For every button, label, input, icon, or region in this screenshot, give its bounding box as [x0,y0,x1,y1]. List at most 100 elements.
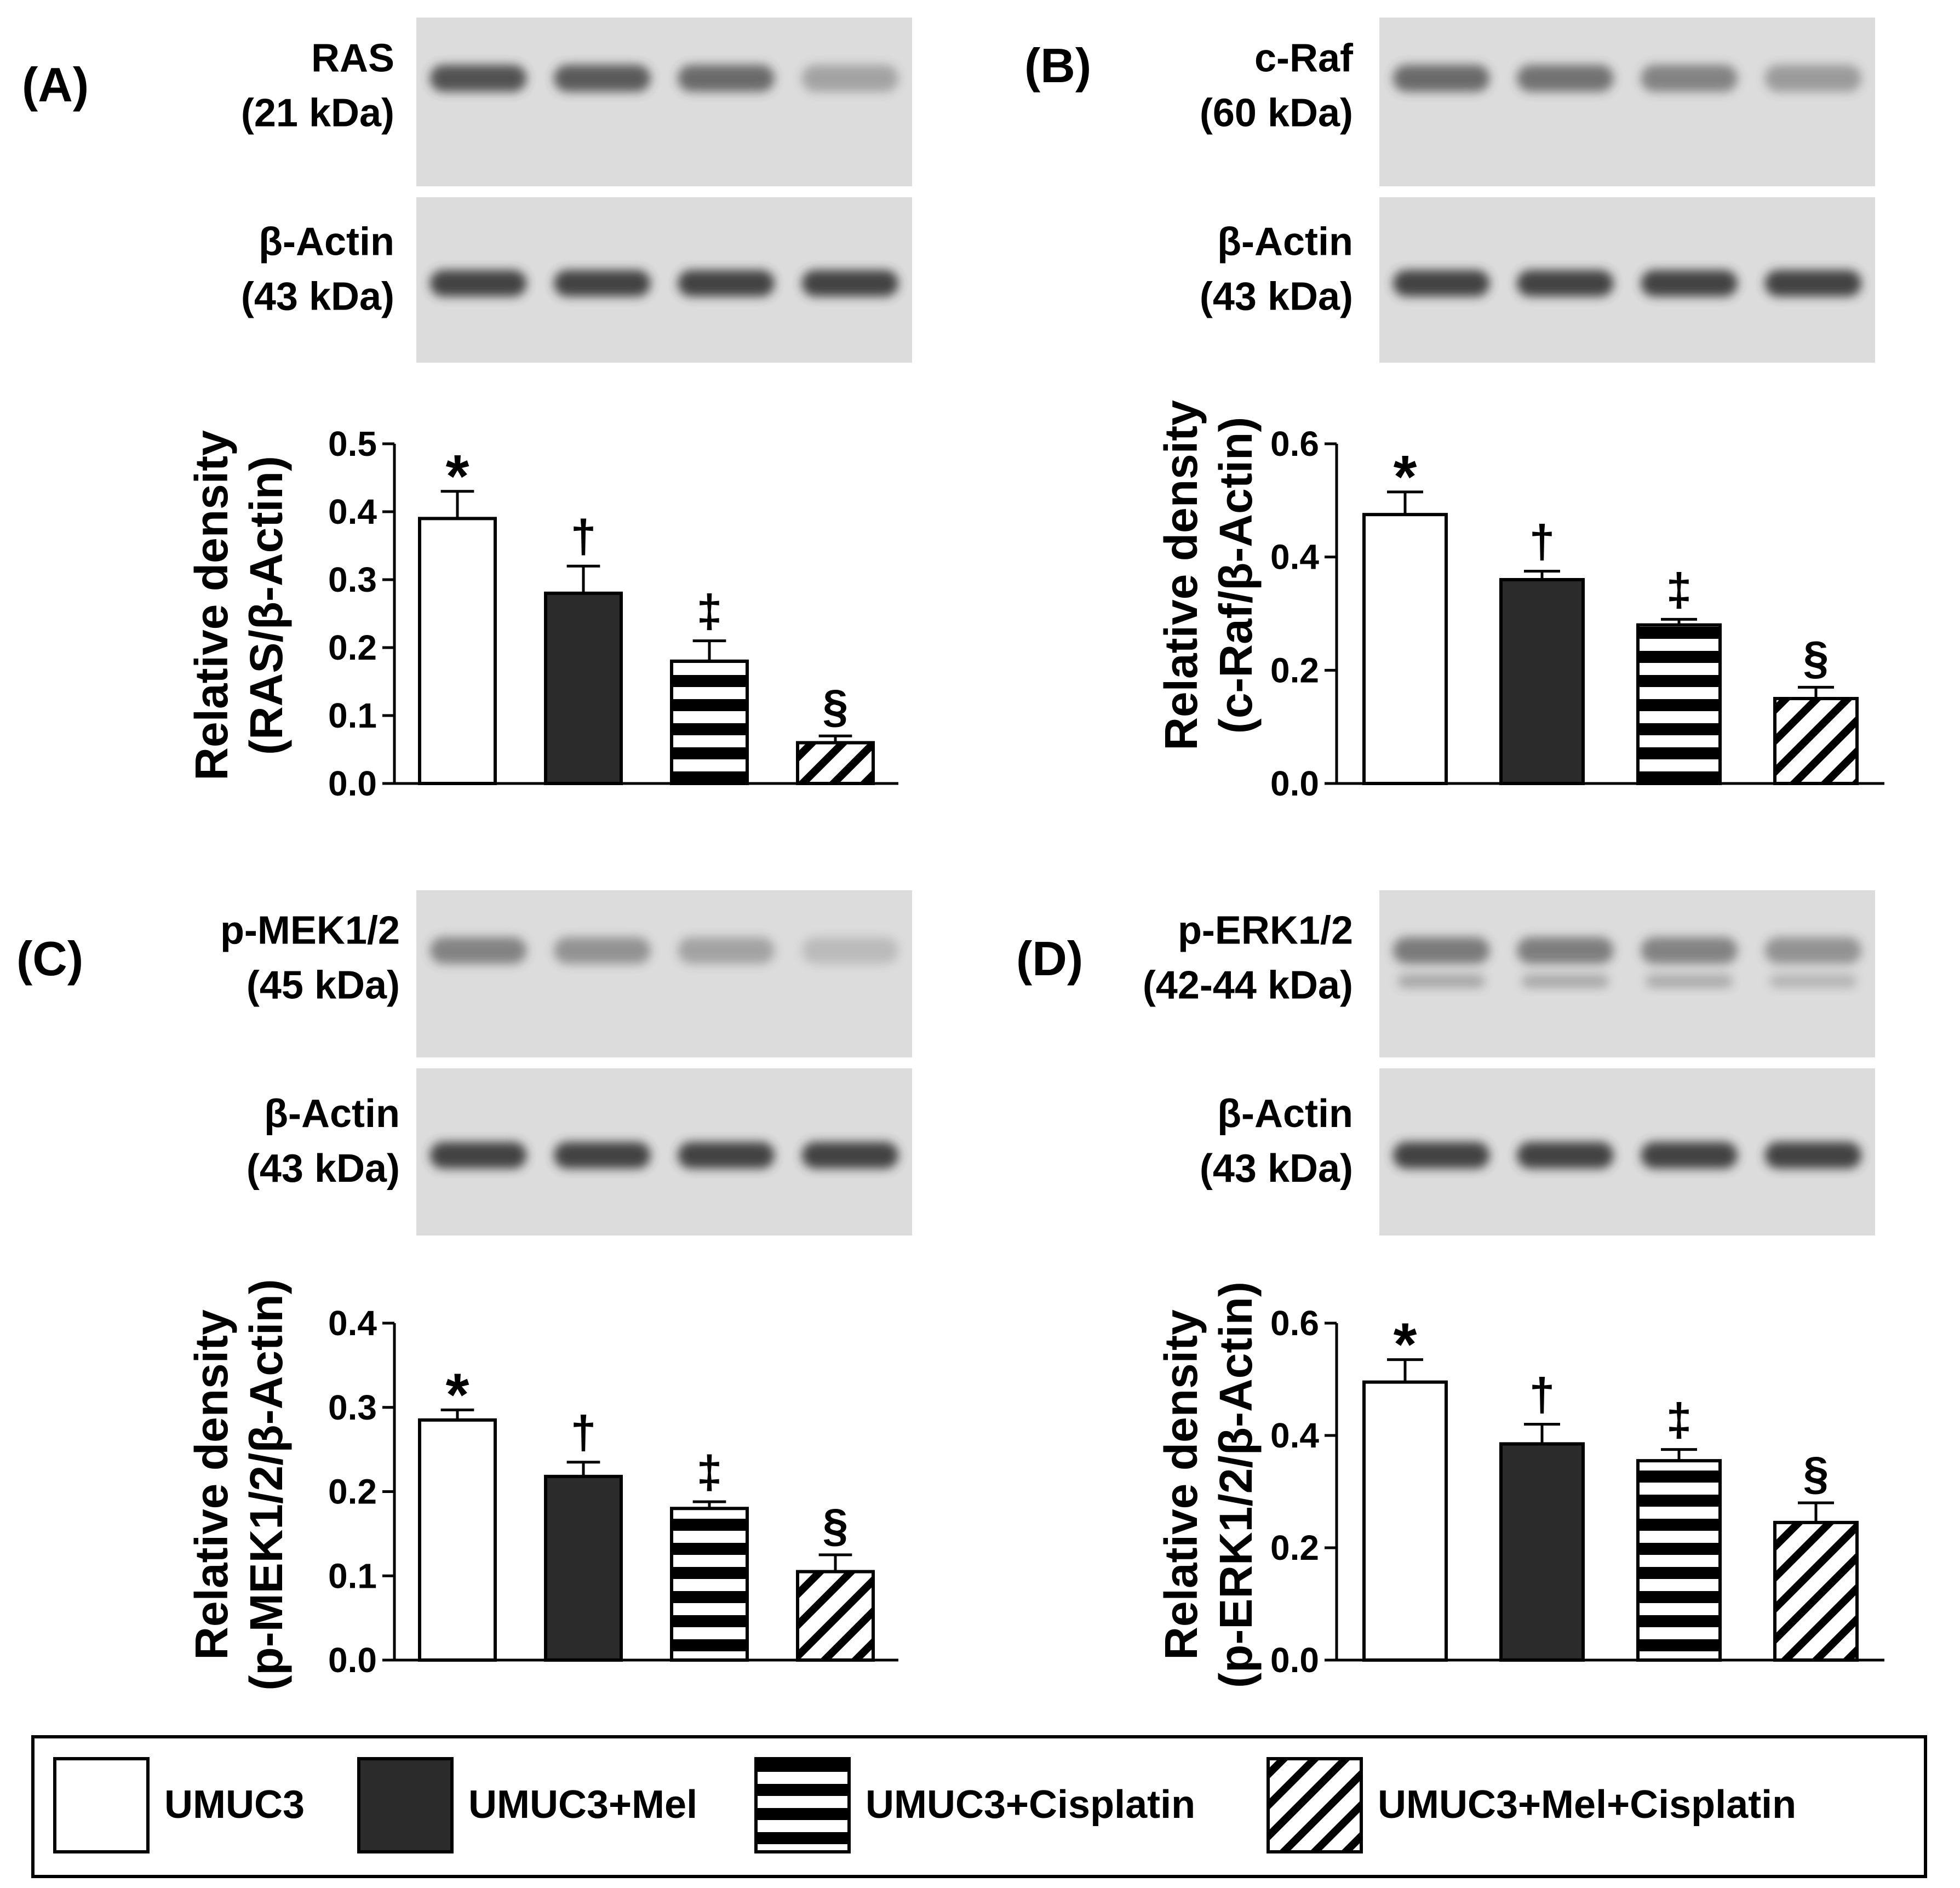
blot-protein-label: β-Actin [1217,220,1353,264]
bar-3 [796,1570,875,1662]
blot-band [554,270,651,297]
panel-3: (D) p-ERK1/2 (42-44 kDa) β-Actin (43 kDa) 0.0… [1016,890,1884,1688]
y-tick-label: 0.6 [1270,1303,1319,1343]
blot-size-label: (43 kDa) [1200,275,1353,319]
bar-3 [1773,1520,1859,1662]
blot-band [554,1142,651,1169]
legend-box [31,1735,1927,1878]
blot-size-label: (21 kDa) [241,91,394,135]
significance-label: † [571,511,597,562]
panel-0: (A) RAS (21 kDa) β-Actin (43 kDa) 0.00.10.20.… [22,18,912,803]
blot-band [1764,937,1862,964]
blot-band [1641,937,1738,964]
blot-band [429,1142,527,1169]
y-axis-label: Relative density (p-MEK1/2/β-Actin) [186,1279,292,1690]
bar-0 [1362,513,1448,786]
blot-bottom: β-Actin (43 kDa) [247,1068,912,1235]
blot-band-lower [1769,974,1857,988]
blot-size-label: (43 kDa) [241,275,394,319]
significance-label: * [1394,443,1417,511]
blot-band-lower [1397,974,1485,988]
bar-0 [1362,1380,1448,1662]
blot-bottom: β-Actin (43 kDa) [241,197,912,363]
blot-band [1392,937,1490,964]
panel-letter: (A) [22,58,89,112]
blot-bottom: β-Actin (43 kDa) [1200,197,1875,363]
significance-label: † [571,1407,597,1458]
blot-band [1392,65,1490,92]
blot-protein-label: β-Actin [259,220,394,264]
blot-band [801,270,899,297]
blot-band [429,65,527,92]
significance-label: § [1803,1448,1829,1499]
blot-band [1517,270,1614,297]
panel-1: (B) c-Raf (60 kDa) β-Actin (43 kDa) 0.0 0.2 0.4… [1024,18,1884,803]
bar-chart: 0.0 0.1 0.2 0.3 0.4 0.5 Relative density (RAS/β… [186,424,898,803]
y-tick-label: 0.2 [1270,1528,1319,1567]
significance-label: † [1529,516,1555,568]
blot-band [1764,65,1862,92]
significance-label: ‡ [1666,1394,1692,1446]
blot-size-label: (60 kDa) [1200,91,1353,135]
y-tick-label: 0.4 [1270,1416,1319,1455]
y-tick-label: 0.5 [328,424,377,464]
y-tick-label: 0.0 [328,1640,377,1680]
bar-0 [418,517,497,786]
blot-band [554,65,651,92]
blot-bottom: β-Actin (43 kDa) [1200,1068,1875,1235]
blot-background [1379,18,1875,186]
bar-2 [670,1507,749,1662]
legend-label: UMUC3+Mel [468,1783,697,1827]
blot-protein-label: RAS [311,37,394,81]
blot-size-label: (42-44 kDa) [1143,964,1353,1008]
blot-band [1764,270,1862,297]
blot-band-lower [1646,974,1733,988]
legend-swatch [357,1757,454,1853]
y-axis-label: Relative density (p-ERK1/2/β-Actin) [1155,1281,1262,1688]
panel-2: (C) p-MEK1/2 (45 kDa) β-Actin (43 kDa) 0.0 0.1… [16,890,912,1691]
blot-band [678,937,775,964]
blot-size-label: (43 kDa) [247,1147,400,1191]
y-tick-label: 0.2 [328,1472,377,1512]
y-tick-label: 0.0 [328,764,377,803]
blot-background [1379,890,1875,1057]
y-tick-label: 0.4 [1270,537,1319,577]
blot-band [1641,1142,1738,1169]
blot-band [554,937,651,964]
blot-protein-label: β-Actin [1217,1092,1353,1136]
blot-top: c-Raf (60 kDa) [1200,18,1875,186]
blot-protein-label: p-MEK1/2 [220,909,400,953]
y-axis-label-line2: (p-ERK1/2/β-Actin) [1210,1281,1262,1688]
legend-item-0: UMUC3 [53,1757,305,1853]
legend-swatch [754,1757,851,1853]
y-axis-label-line2: (p-MEK1/2/β-Actin) [240,1279,292,1690]
blot-top: RAS (21 kDa) [241,18,912,186]
bar-2 [1636,1459,1722,1662]
blot-size-label: (45 kDa) [247,964,400,1008]
bar-2 [670,659,749,786]
significance-label: ‡ [697,586,723,637]
significance-label: § [823,1500,849,1551]
blot-band [1764,1142,1862,1169]
legend-label: UMUC3+Cisplatin [866,1783,1195,1827]
legend: UMUC3 UMUC3+Mel UMUC3+Cisplatin UMUC3+Mel+C… [31,1735,1927,1878]
bar-1 [1499,578,1585,785]
y-axis-label-line2: (RAS/β-Actin) [240,456,292,755]
blot-band [1517,1142,1614,1169]
significance-label: § [823,680,849,732]
bar-0 [418,1418,497,1662]
y-axis-label: Relative density (c-Raf/β-Actin) [1155,400,1262,751]
blot-background [416,890,912,1057]
blot-band [1641,65,1738,92]
blot-protein-label: p-ERK1/2 [1178,909,1353,953]
blot-band [678,65,775,92]
bar-1 [1499,1442,1585,1662]
bar-3 [1773,697,1859,785]
legend-item-1: UMUC3+Mel [357,1757,697,1853]
blot-band [1392,1142,1490,1169]
panel-letter: (B) [1024,38,1091,93]
legend-swatch [1266,1757,1363,1853]
blot-band [429,270,527,297]
